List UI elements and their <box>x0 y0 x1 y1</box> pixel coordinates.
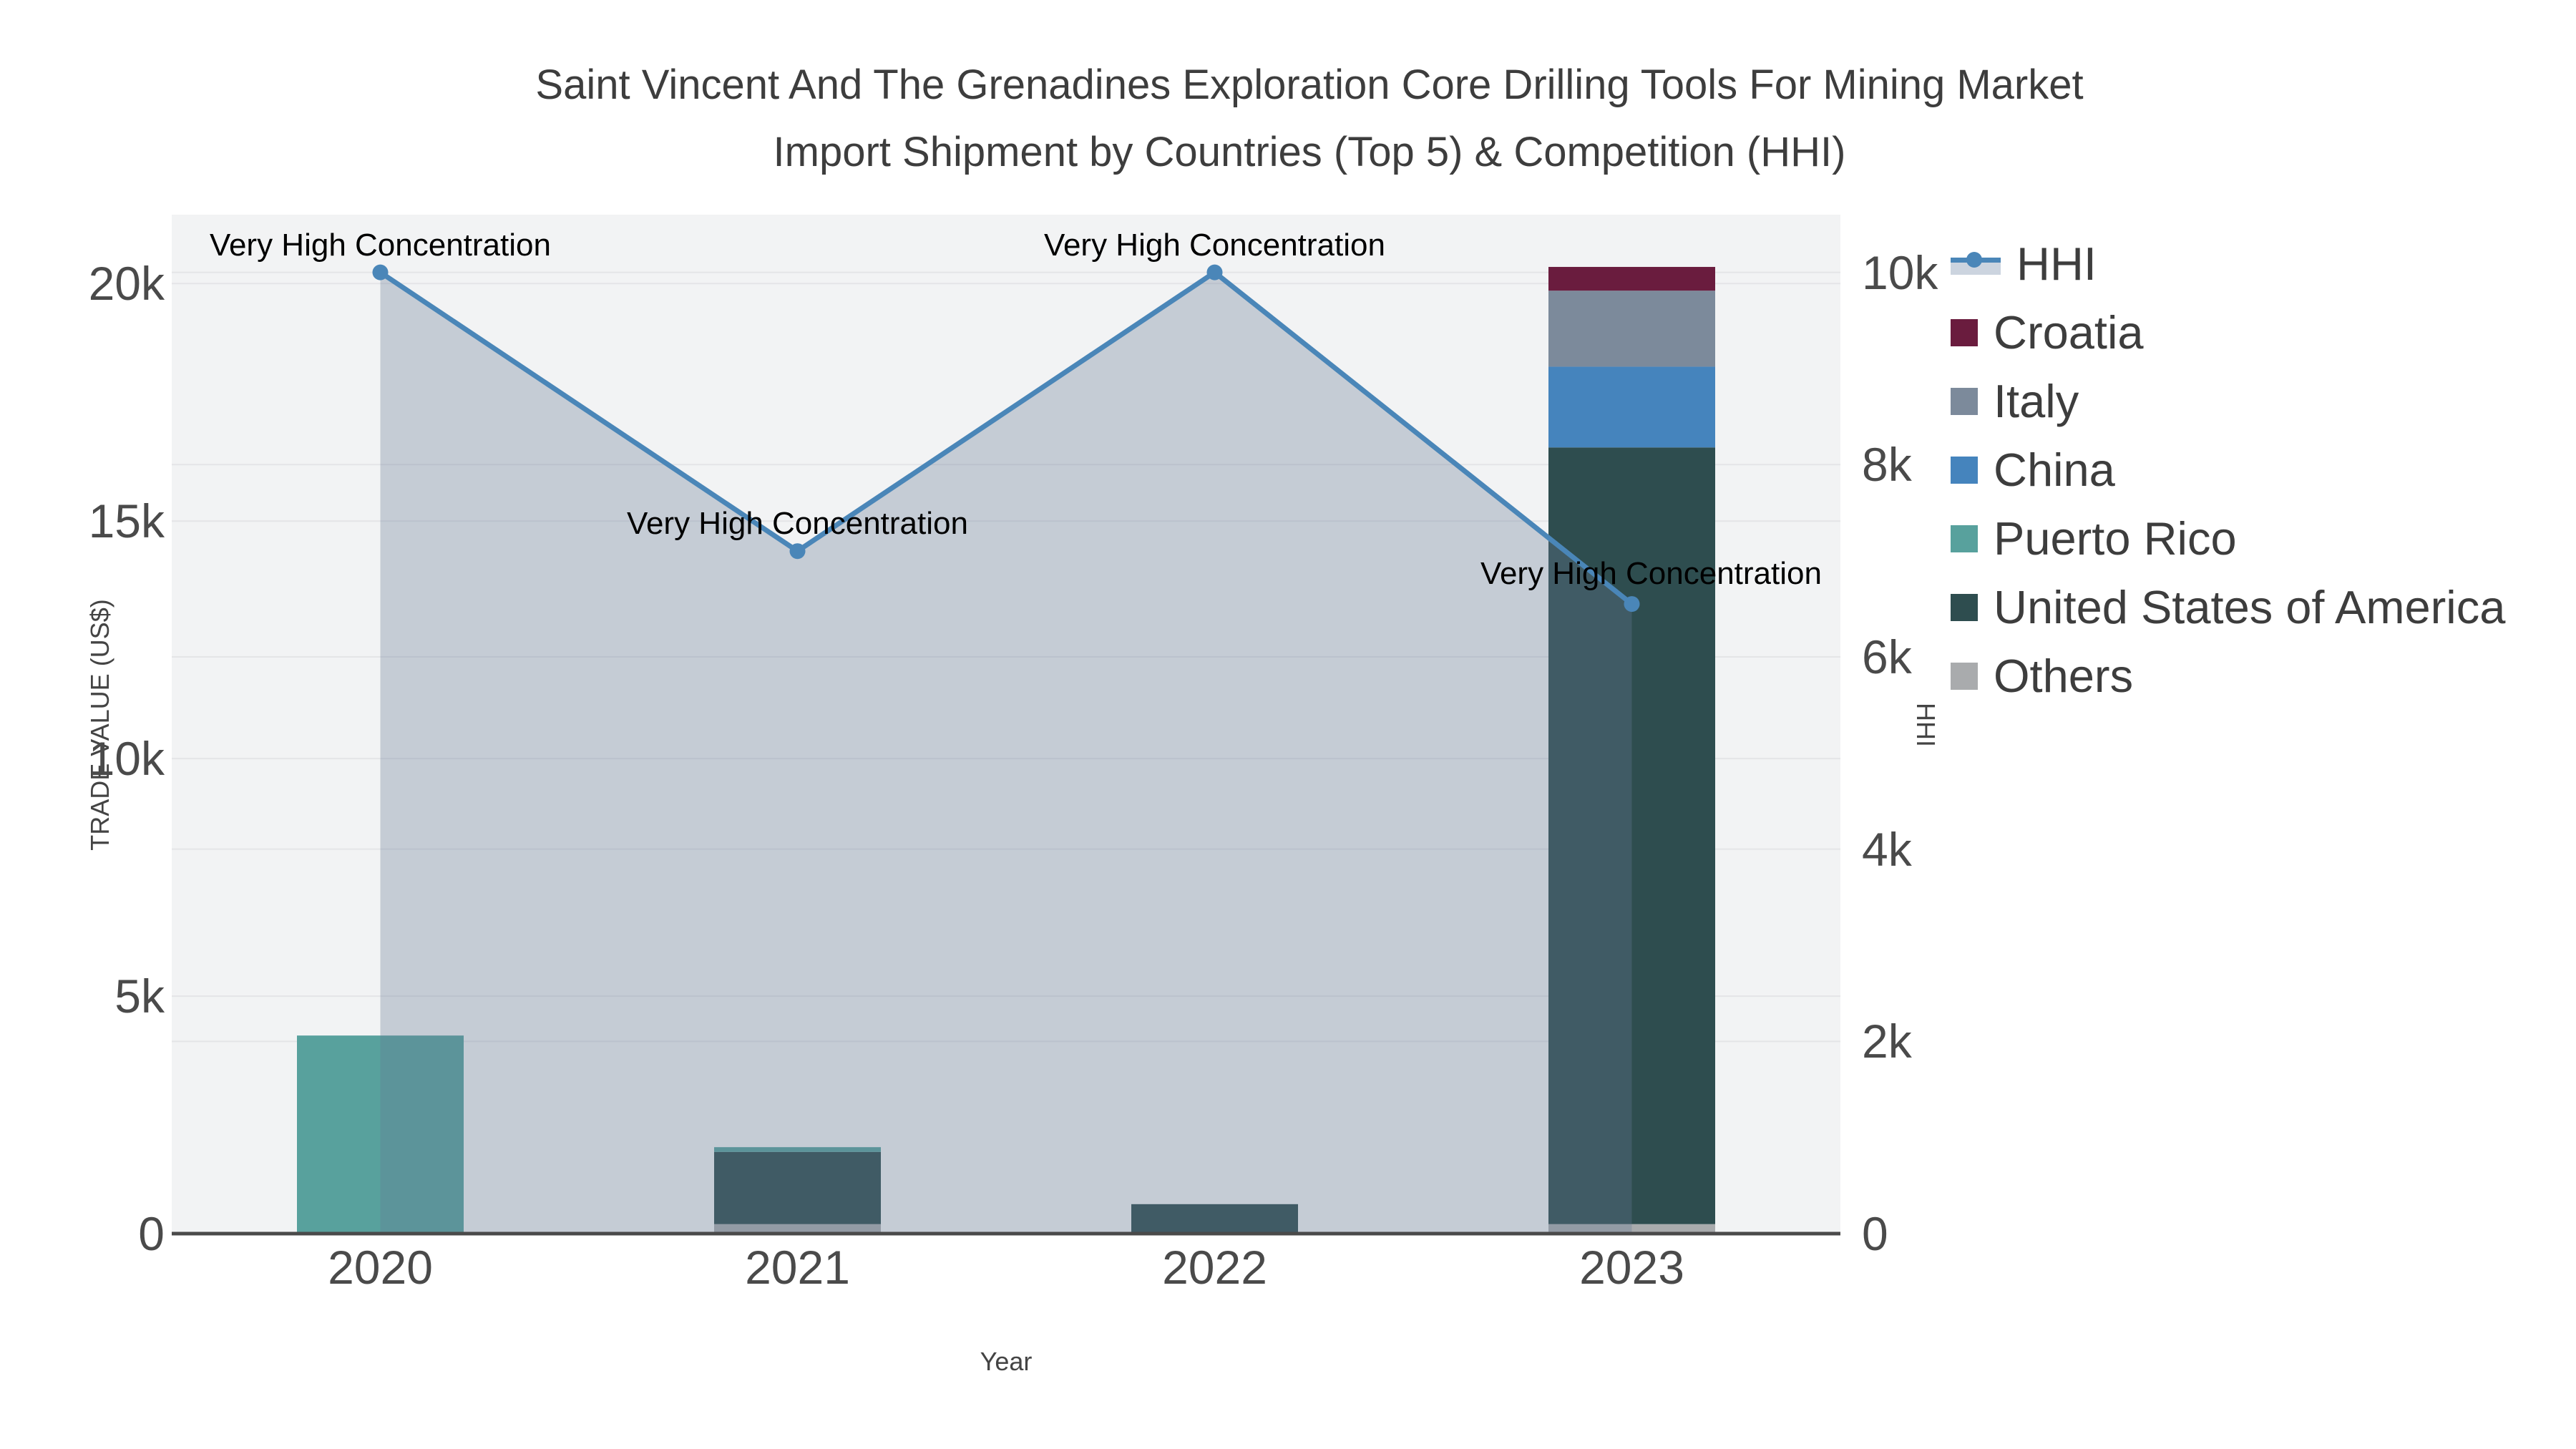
hhi-area-fill <box>380 272 1632 1234</box>
hhi-marker-2022[interactable] <box>1206 264 1223 280</box>
bar-segment-united-states-of-america-2023[interactable] <box>1548 447 1715 1224</box>
right-axis-tick-6k: 6k <box>1862 630 1912 683</box>
legend-item-hhi[interactable]: HHI <box>1951 240 2097 287</box>
legend-color-swatch-icon <box>1951 525 1978 552</box>
legend-item-others[interactable]: Others <box>1951 653 2133 699</box>
bar-segment-others-2021[interactable] <box>714 1224 881 1234</box>
right-axis-tick-4k: 4k <box>1862 822 1912 876</box>
hhi-line-swatch-icon <box>1951 250 2001 278</box>
left-axis-title: TRADE VALUE (US$) <box>85 599 114 851</box>
legend-color-swatch-icon <box>1951 456 1978 484</box>
legend-label: Italy <box>1994 375 2079 427</box>
x-axis-title: Year <box>980 1347 1033 1376</box>
legend-item-croatia[interactable]: Croatia <box>1951 309 2144 356</box>
hhi-marker-2020[interactable] <box>372 264 389 280</box>
bar-segment-united-states-of-america-2022[interactable] <box>1131 1204 1298 1234</box>
legend-color-swatch-icon <box>1951 318 1978 346</box>
right-axis-tick-10k: 10k <box>1862 245 1938 299</box>
bar-segment-puerto-rico-2020[interactable] <box>297 1035 464 1234</box>
x-axis-tick-2021: 2021 <box>745 1241 850 1294</box>
legend-label: United States of America <box>1994 581 2506 633</box>
left-axis-tick-15k: 15k <box>88 494 165 548</box>
chart-title-line2: Import Shipment by Countries (Top 5) & C… <box>773 128 1846 175</box>
bar-segment-italy-2023[interactable] <box>1548 291 1715 367</box>
x-axis-tick-2020: 2020 <box>328 1241 433 1294</box>
legend-item-italy[interactable]: Italy <box>1951 378 2079 424</box>
bar-segment-croatia-2023[interactable] <box>1548 267 1715 291</box>
bar-segment-puerto-rico-2021[interactable] <box>714 1147 881 1152</box>
left-axis-tick-20k: 20k <box>88 257 165 311</box>
chart-title-line1: Saint Vincent And The Grenadines Explora… <box>535 62 2084 108</box>
legend-label: HHI <box>2016 238 2097 290</box>
annotation-2021: Very High Concentration <box>627 506 968 542</box>
legend-color-swatch-icon <box>1951 662 1978 690</box>
left-axis-tick-5k: 5k <box>114 970 165 1023</box>
legend-label: Others <box>1994 650 2134 702</box>
x-axis-tick-2022: 2022 <box>1162 1241 1267 1294</box>
right-axis-tick-0: 0 <box>1862 1207 1888 1260</box>
legend-item-puerto-rico[interactable]: Puerto Rico <box>1951 515 2237 562</box>
annotation-2020: Very High Concentration <box>210 227 551 263</box>
legend-label: China <box>1994 444 2115 496</box>
legend-color-swatch-icon <box>1951 387 1978 415</box>
right-axis-tick-2k: 2k <box>1862 1015 1912 1068</box>
right-axis-title: HHI <box>1911 703 1941 747</box>
chart-title: Saint Vincent And The Grenadines Explora… <box>165 52 2454 186</box>
legend-label: Croatia <box>1994 306 2144 358</box>
x-axis-tick-2023: 2023 <box>1579 1241 1684 1294</box>
legend-color-swatch-icon <box>1951 593 1978 621</box>
hhi-marker-2023[interactable] <box>1624 596 1640 613</box>
right-axis-tick-8k: 8k <box>1862 438 1912 492</box>
hhi-line <box>378 270 1634 607</box>
legend-item-china[interactable]: China <box>1951 447 2115 493</box>
legend-item-united-states-of-america[interactable]: United States of America <box>1951 584 2505 630</box>
bar-segment-united-states-of-america-2021[interactable] <box>714 1151 881 1224</box>
hhi-marker-2021[interactable] <box>789 543 806 560</box>
bar-segment-others-2023[interactable] <box>1548 1224 1715 1234</box>
legend-label: Puerto Rico <box>1994 512 2237 565</box>
bar-segment-china-2023[interactable] <box>1548 366 1715 448</box>
annotation-2022: Very High Concentration <box>1044 227 1385 263</box>
left-axis-tick-0: 0 <box>138 1207 165 1260</box>
left-axis-tick-10k: 10k <box>88 732 165 786</box>
annotation-2023: Very High Concentration <box>1480 556 1822 592</box>
